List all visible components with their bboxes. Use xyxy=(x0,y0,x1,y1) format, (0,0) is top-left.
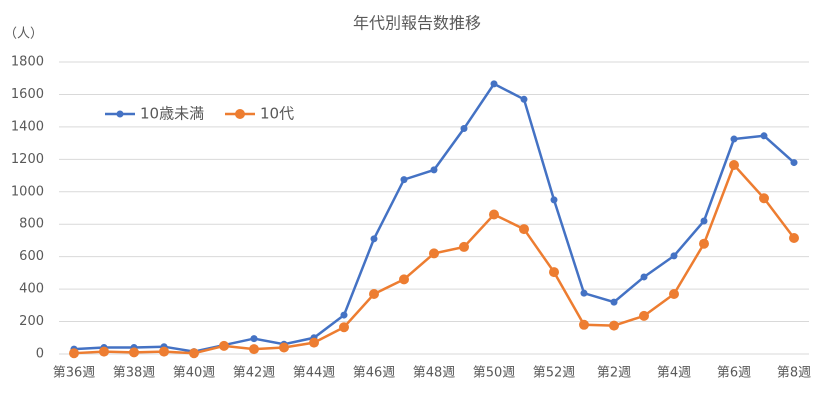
x-tick-label: 第36週 xyxy=(53,366,96,381)
y-tick-label: 1400 xyxy=(11,119,44,134)
legend-marker xyxy=(235,109,245,119)
data-point xyxy=(460,125,468,133)
y-tick-label: 800 xyxy=(19,217,44,232)
x-tick-label: 第46週 xyxy=(353,366,396,381)
chart-title: 年代別報告数推移 xyxy=(353,14,481,33)
data-point xyxy=(549,267,559,278)
data-point xyxy=(490,80,498,88)
data-point xyxy=(279,342,289,353)
data-point xyxy=(159,346,169,357)
y-tick-label: 1600 xyxy=(11,87,44,102)
x-tick-label: 第8週 xyxy=(777,366,811,381)
data-point xyxy=(579,319,589,330)
data-point xyxy=(519,224,529,235)
data-point xyxy=(370,235,378,243)
x-tick-label: 第52週 xyxy=(533,366,576,381)
x-tick-label: 第4週 xyxy=(657,366,691,381)
data-point xyxy=(760,132,768,140)
data-point xyxy=(189,348,199,359)
data-point xyxy=(550,196,558,204)
data-point xyxy=(790,159,798,167)
data-point xyxy=(399,274,409,285)
data-point xyxy=(609,320,619,331)
y-tick-label: 1200 xyxy=(11,152,44,167)
data-point xyxy=(700,217,708,225)
data-point xyxy=(759,193,769,204)
y-tick-label: 600 xyxy=(19,249,44,264)
data-point xyxy=(309,337,319,348)
data-point xyxy=(69,348,79,359)
data-point xyxy=(639,310,649,321)
y-tick-label: 1800 xyxy=(11,55,44,70)
x-tick-label: 第38週 xyxy=(113,366,156,381)
data-point xyxy=(219,340,229,351)
data-point xyxy=(459,241,469,252)
y-tick-label: 200 xyxy=(19,314,44,329)
data-point xyxy=(610,298,618,306)
data-point xyxy=(489,209,499,220)
data-point xyxy=(699,238,709,249)
data-point xyxy=(520,95,528,103)
data-point xyxy=(400,176,408,184)
data-point xyxy=(730,135,738,143)
data-point xyxy=(789,233,799,244)
legend-label: 10代 xyxy=(260,105,294,123)
x-tick-label: 第48週 xyxy=(413,366,456,381)
data-point xyxy=(99,346,109,357)
data-point xyxy=(430,166,438,174)
data-point xyxy=(670,252,678,260)
data-point xyxy=(640,273,648,281)
y-tick-label: 400 xyxy=(19,282,44,297)
y-tick-label: 0 xyxy=(36,347,44,362)
data-point xyxy=(669,288,679,299)
x-tick-label: 第40週 xyxy=(173,366,216,381)
legend-label: 10歳未満 xyxy=(140,105,204,123)
data-point xyxy=(250,335,258,343)
x-tick-label: 第6週 xyxy=(717,366,751,381)
data-point xyxy=(249,344,259,355)
series-line xyxy=(73,162,795,355)
data-point xyxy=(729,160,739,171)
x-tick-label: 第50週 xyxy=(473,366,516,381)
y-tick-label: 1000 xyxy=(11,184,44,199)
data-point xyxy=(340,311,348,319)
data-point xyxy=(580,289,588,297)
x-tick-label: 第2週 xyxy=(597,366,631,381)
y-axis-label: （人） xyxy=(4,27,43,42)
data-point xyxy=(369,288,379,299)
data-point xyxy=(339,322,349,333)
series-line xyxy=(73,82,795,353)
data-point xyxy=(129,347,139,358)
x-tick-label: 第42週 xyxy=(233,366,276,381)
x-tick-label: 第44週 xyxy=(293,366,336,381)
legend-marker xyxy=(116,110,124,118)
data-point xyxy=(429,248,439,259)
